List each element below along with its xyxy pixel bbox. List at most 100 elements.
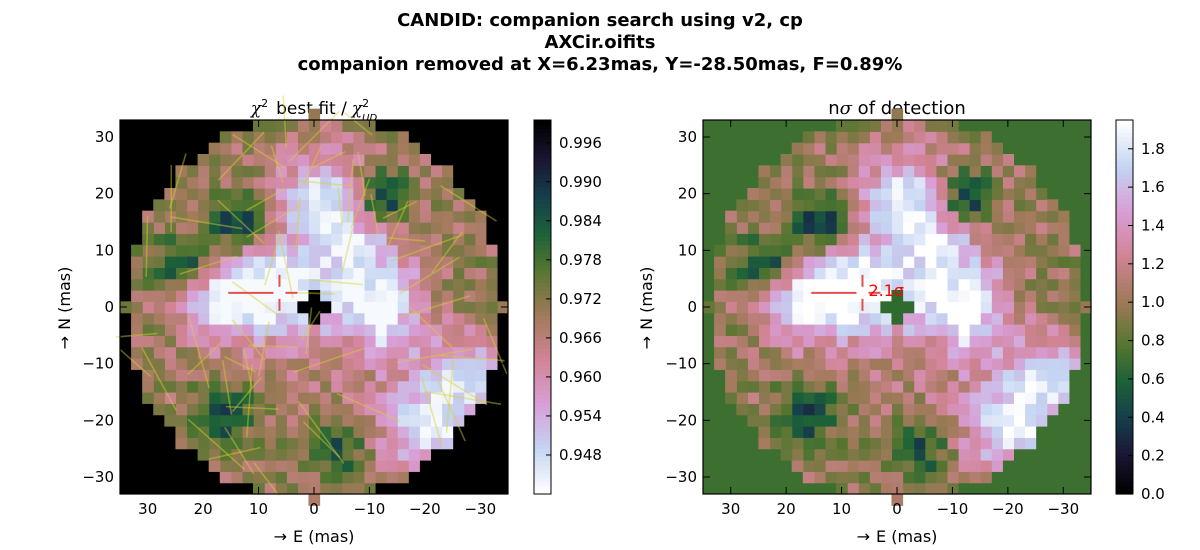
heatmap-cell [847, 448, 859, 461]
heatmap-cell [847, 188, 859, 200]
heatmap-cell [319, 335, 332, 348]
heatmap-cell [230, 290, 243, 302]
heatmap-cell [725, 301, 737, 314]
nsigma-title-n: n [828, 98, 839, 119]
heatmap-cell [1024, 426, 1037, 438]
heatmap-cell [957, 142, 970, 155]
heatmap-cell [902, 380, 915, 393]
heatmap-cell [891, 403, 904, 416]
heatmap-cell [330, 482, 343, 495]
heatmap-cell [758, 278, 771, 291]
heatmap-cell [175, 256, 188, 268]
heatmap-cell [286, 426, 298, 438]
heatmap-cell [297, 278, 310, 291]
heatmap-cell [824, 471, 837, 484]
heatmap-cell [714, 324, 726, 336]
heatmap-cell [142, 210, 154, 223]
heatmap-cell [474, 233, 487, 246]
colorbar-segment [1116, 203, 1133, 208]
colorbar-segment [1116, 369, 1133, 375]
heatmap-cell [824, 301, 837, 314]
heatmap-cell [197, 244, 210, 257]
heatmap-cell [308, 154, 321, 166]
heatmap-cell [219, 278, 232, 291]
heatmap-cell [153, 278, 165, 291]
colorbar-segment [534, 415, 551, 420]
colorbar-tick-label: 0.978 [559, 251, 602, 269]
heatmap-cell [847, 244, 859, 257]
heatmap-cell [175, 324, 188, 336]
heatmap-cell [363, 244, 376, 257]
heatmap-cell [1057, 335, 1070, 348]
heatmap-cell [363, 312, 376, 325]
heatmap-cell [175, 335, 188, 348]
heatmap-cell [319, 437, 332, 450]
heatmap-cell [747, 267, 760, 280]
heatmap-cell [297, 154, 310, 166]
heatmap-cell [1013, 312, 1026, 325]
heatmap-cell [980, 244, 992, 257]
heatmap-cell [813, 346, 826, 359]
heatmap-cell [891, 199, 904, 212]
heatmap-cell [1057, 324, 1070, 336]
x-tick-label: −30 [464, 500, 496, 518]
heatmap-cell [991, 222, 1003, 234]
heatmap-cell [1002, 312, 1014, 325]
colorbar-tick-label: 0.954 [559, 407, 602, 425]
heatmap-cell [363, 414, 376, 427]
heatmap-cell [935, 324, 948, 336]
colorbar-segment [1116, 211, 1133, 217]
colorbar-segment [1116, 169, 1133, 175]
uv-track-segment [264, 235, 281, 286]
heatmap-cell [946, 369, 959, 382]
heatmap-cell [131, 244, 143, 257]
colorbar-segment [1116, 269, 1133, 275]
heatmap-cell [869, 392, 881, 404]
heatmap-cell [352, 210, 365, 223]
heatmap-cell [463, 380, 476, 393]
heatmap-cell [197, 199, 210, 212]
heatmap-cell [463, 267, 476, 280]
heatmap-cell [991, 188, 1003, 200]
heatmap-cell [186, 267, 199, 280]
heatmap-cell [330, 290, 343, 302]
heatmap-cell [230, 222, 243, 234]
colorbar-segment [1116, 244, 1133, 250]
colorbar-segment [1116, 261, 1133, 267]
y-tick-label: 0 [687, 298, 697, 316]
heatmap-cell [924, 176, 937, 189]
heatmap-cell [791, 154, 804, 166]
heatmap-cell [946, 244, 959, 257]
heatmap-cell [330, 131, 343, 144]
heatmap-cell [197, 426, 210, 438]
heatmap-cell [219, 142, 232, 155]
heatmap-cell [1057, 369, 1070, 382]
heatmap-cell [813, 460, 826, 472]
heatmap-cell [858, 120, 870, 132]
heatmap-cell [946, 358, 959, 370]
heatmap-cell [847, 210, 859, 223]
colorbar-segment [1116, 236, 1133, 242]
heatmap-cell [397, 312, 409, 325]
heatmap-cell [197, 392, 210, 404]
heatmap-cell [847, 312, 859, 325]
heatmap-cell [902, 414, 915, 427]
heatmap-cell [714, 346, 726, 359]
heatmap-cell [341, 244, 354, 257]
heatmap-cell [452, 380, 465, 393]
heatmap-cell [780, 278, 793, 291]
nsigma-xlabel: → E (mas) [857, 527, 938, 546]
heatmap-cell [836, 267, 848, 280]
heatmap-cell [836, 335, 848, 348]
heatmap-cell [1035, 188, 1048, 200]
heatmap-cell [164, 392, 177, 404]
heatmap-cell [386, 244, 398, 257]
uv-track-segment [437, 380, 466, 442]
nsigma-title-sigma: σ [840, 98, 853, 119]
heatmap-cell [924, 267, 937, 280]
heatmap-cell [219, 188, 232, 200]
heatmap-cell [736, 233, 748, 246]
heatmap-cell [297, 131, 310, 144]
heatmap-cell [297, 482, 310, 495]
heatmap-cell [408, 335, 420, 348]
